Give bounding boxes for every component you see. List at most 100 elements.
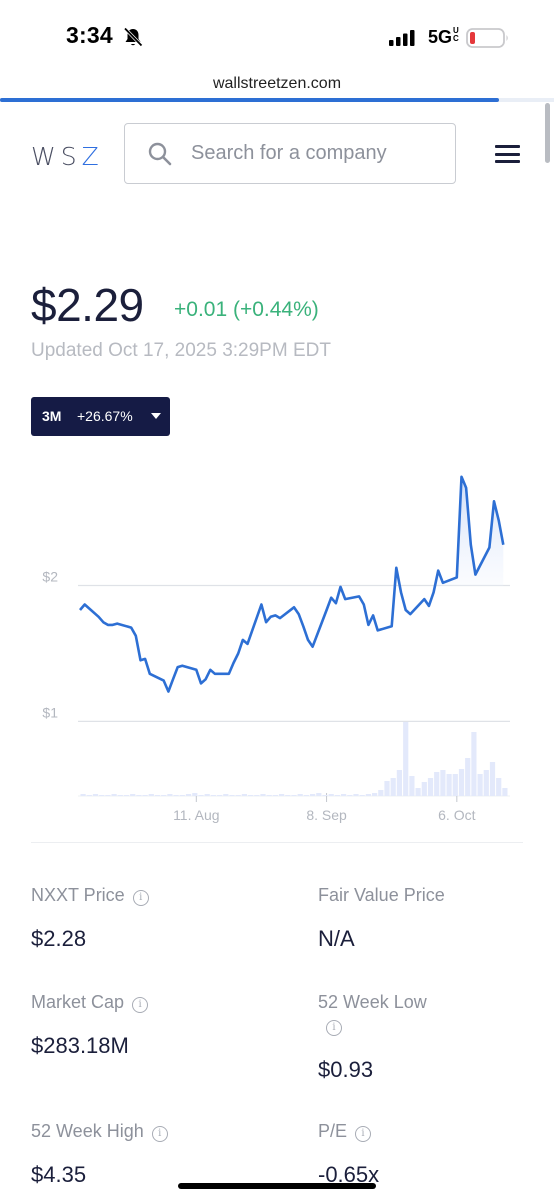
battery-low-icon [466,28,508,48]
info-icon[interactable]: i [355,1126,372,1142]
volume-bar [80,794,86,796]
stat-52-week-low: 52 Week Low i $0.93 [318,991,428,1083]
stat-label: Fair Value Price [318,885,445,905]
chart-divider [31,842,523,843]
stat-market-cap: Market Cap i $283.18M [31,991,149,1059]
volume-bar [390,778,396,796]
volume-bar [465,758,471,796]
area-fill [433,476,504,593]
search-icon [148,142,172,166]
stat-value: $2.28 [31,926,87,951]
volume-bar [365,794,371,796]
home-indicator[interactable] [178,1183,376,1189]
price-series-line [79,475,505,693]
volume-bar [254,795,260,796]
volume-bar [204,794,210,796]
range-period: 3M [42,408,62,424]
volume-bar [415,788,421,796]
battery-level [470,32,475,44]
volume-bar [322,795,328,796]
search-placeholder: Search for a company [191,142,387,164]
stat-label: 52 Week Low [318,992,427,1012]
status-time: 3:34 [66,22,113,48]
stat-nxxt-price: NXXT Price i $2.28 [31,884,149,952]
page-load-progress-fill [0,98,499,102]
info-icon[interactable]: i [132,890,149,906]
hamburger-menu-icon[interactable] [495,145,520,163]
stat-value: $0.93 [318,1057,374,1082]
volume-bar [303,795,309,796]
volume-bar [409,776,415,796]
volume-bar [248,795,254,796]
volume-bar [458,769,465,796]
volume-bar [210,795,216,796]
volume-bar [86,795,92,796]
stat-label: 52 Week High [31,1121,144,1141]
volume-bar [421,782,427,796]
volume-bar [316,793,322,796]
wsz-logo[interactable]: WSZ [31,142,104,171]
volume-bar [427,778,434,796]
volume-bar [161,795,167,796]
volume-bar [192,793,198,796]
volume-bar [285,795,291,796]
volume-bar [372,793,378,796]
volume-bar [223,794,229,796]
logo-accent: Z [81,142,104,171]
scrollbar[interactable] [545,103,550,163]
stat-value: $283.18M [31,1033,129,1058]
stat-value: -0.65x [318,1162,380,1187]
info-icon[interactable]: i [326,1020,342,1036]
volume-bar [384,781,390,796]
price-change: +0.01 (+0.44%) [174,298,319,321]
stat-label: Market Cap [31,992,125,1012]
volume-bar [229,795,235,796]
volume-bar [198,795,204,796]
url-text[interactable]: wallstreetzen.com [212,75,342,92]
volume-bar [105,795,111,796]
range-selector-button[interactable]: 3M +26.67% [31,397,170,436]
volume-bar [142,795,148,796]
volume-bar [489,762,496,796]
search-input[interactable]: Search for a company [124,123,456,184]
volume-bar [403,722,409,796]
volume-bar [117,795,123,796]
x-tick-label: 11. Aug [173,807,219,823]
stat-value: $4.35 [31,1162,87,1187]
info-icon[interactable]: i [132,997,149,1013]
cellular-signal-icon [389,30,415,46]
volume-bar [378,790,384,796]
stat-fair-value-price: Fair Value Price N/A [318,884,445,952]
volume-bar [347,795,353,796]
volume-bar [477,774,483,796]
volume-bar [173,795,179,796]
y-tick-label: $1 [42,704,58,720]
volume-bar [291,795,297,796]
stat-label: P/E [318,1121,348,1141]
volume-bar [446,774,452,796]
volume-bar [99,795,105,796]
stat-label: NXXT Price [31,885,125,905]
volume-bar [266,795,272,796]
volume-bar [353,794,359,796]
volume-bar [297,794,303,796]
site-header: WSZ Search for a company [0,112,554,196]
stat-pe-ratio: P/E i -0.65x [318,1120,379,1188]
volume-bar [148,794,154,796]
bell-slash-icon [123,27,143,47]
volume-bar [310,794,316,796]
x-tick-label: 6. Oct [438,807,475,823]
network-label: 5GUC [428,27,461,48]
info-icon[interactable]: i [151,1126,168,1142]
volume-bar [341,794,347,796]
volume-bar [260,794,266,796]
address-bar[interactable]: wallstreetzen.com [0,72,554,100]
x-tick-label: 8. Sep [306,807,347,823]
price-chart-svg[interactable]: $2 $1 11. Aug 8. Sep 6. Oct [0,440,554,840]
volume-bar [235,795,241,796]
volume-bar [185,794,192,796]
price-chart[interactable]: $2 $1 11. Aug 8. Sep 6. Oct [0,440,554,840]
volume-bar [434,772,440,796]
volume-bar [502,788,508,796]
volume-bar [167,794,173,796]
